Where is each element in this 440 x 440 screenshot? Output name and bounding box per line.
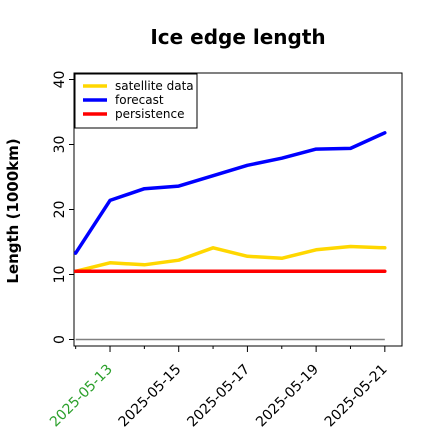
y-tick-label: 20 (52, 201, 68, 219)
legend-label: forecast (115, 93, 164, 107)
x-tick-label: 2025-05-15 (116, 362, 185, 431)
series-line-satellite-data (73, 244, 387, 274)
x-tick-label: 2025-05-17 (184, 362, 253, 431)
x-tick-label: 2025-05-19 (253, 362, 322, 431)
legend-label: persistence (115, 107, 184, 121)
y-tick-label: 10 (52, 266, 68, 284)
series-line-forecast (73, 131, 387, 255)
x-tick-label: 2025-05-13 (47, 362, 116, 431)
y-axis-label: Length (1000km) (4, 138, 22, 283)
chart-title: Ice edge length (150, 25, 325, 49)
x-tick-label: 2025-05-21 (322, 362, 391, 431)
legend-label: satellite data (115, 79, 194, 93)
y-tick-label: 0 (52, 335, 68, 344)
y-tick-label: 40 (52, 71, 68, 89)
y-tick-label: 30 (52, 136, 68, 154)
